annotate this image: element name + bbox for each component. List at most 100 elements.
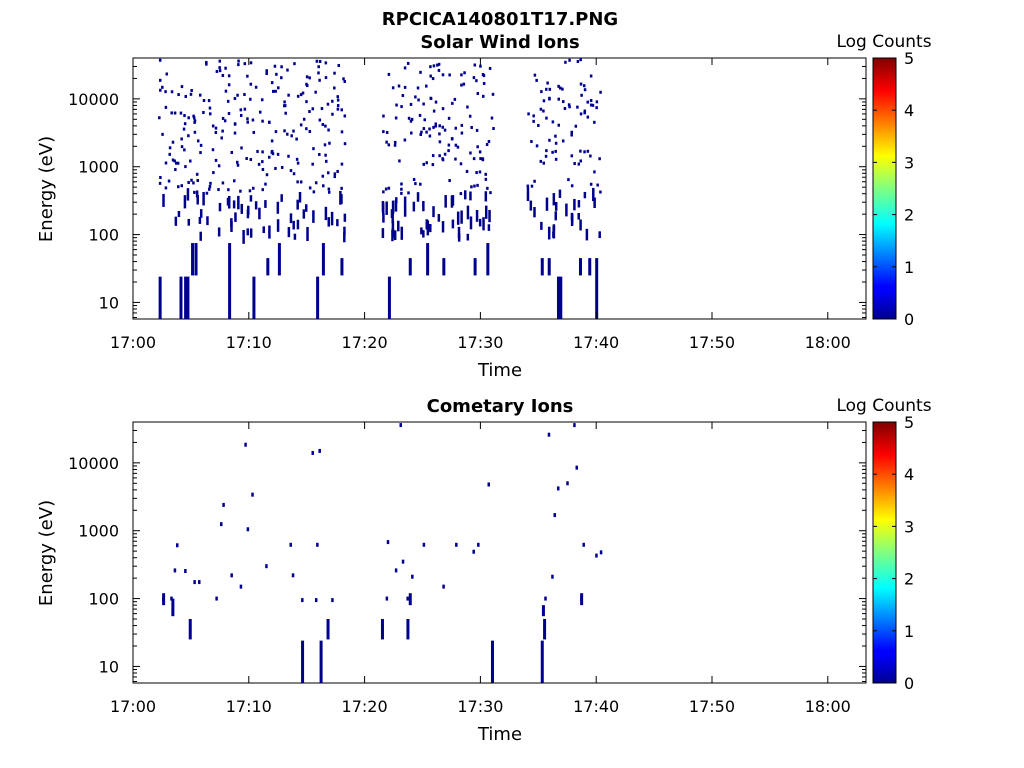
data-cell: [207, 99, 211, 103]
data-cell: [537, 123, 540, 127]
data-cell: [214, 158, 218, 162]
data-cell: [544, 154, 548, 158]
data-cell: [183, 122, 187, 126]
data-cell: [562, 100, 565, 104]
data-cell: [478, 150, 482, 154]
data-cell: [438, 132, 441, 136]
data-streak: [595, 258, 599, 319]
data-cell: [444, 195, 447, 208]
data-cell: [596, 183, 599, 187]
data-cell: [570, 154, 574, 158]
data-cell: [239, 584, 243, 589]
data-cell: [195, 190, 199, 198]
data-cell: [299, 180, 303, 184]
data-cell: [416, 86, 420, 90]
data-cell: [289, 542, 292, 547]
data-cell: [401, 559, 405, 564]
data-cell: [583, 191, 587, 199]
data-cell: [460, 73, 463, 77]
data-cell: [249, 82, 253, 86]
data-cell: [277, 86, 280, 90]
data-cell: [407, 191, 410, 195]
y-tick-label: 10000: [68, 90, 119, 109]
data-cell: [198, 580, 201, 585]
data-cell: [579, 159, 582, 163]
data-cell: [593, 170, 596, 174]
data-cell: [261, 188, 264, 192]
data-cell: [586, 115, 590, 119]
data-cell: [308, 186, 312, 190]
data-cell: [184, 165, 187, 169]
data-cell: [582, 84, 586, 88]
data-cell: [551, 120, 555, 124]
data-cell: [451, 137, 454, 141]
data-cell: [249, 97, 252, 101]
data-cell: [437, 68, 441, 72]
data-cell: [261, 119, 264, 123]
data-cell: [557, 84, 560, 88]
data-cell: [414, 182, 417, 186]
data-cell: [382, 190, 385, 194]
data-cell: [595, 100, 599, 104]
data-cell: [400, 191, 403, 195]
data-cell: [419, 182, 422, 186]
data-cell: [227, 111, 231, 115]
data-cell: [387, 72, 391, 76]
data-cell: [223, 119, 227, 123]
data-cell: [274, 89, 277, 93]
data-cell: [199, 231, 202, 241]
data-cell: [289, 213, 293, 224]
data-cell: [318, 152, 321, 156]
data-cell: [193, 120, 196, 124]
data-cell: [193, 190, 196, 194]
solar-wind-panel: Solar Wind Ions Log Counts 17:00 17:10 17:…: [36, 32, 932, 381]
data-cell: [242, 229, 245, 244]
data-cell: [158, 58, 162, 62]
data-cell: [385, 201, 388, 215]
data-streak: [490, 640, 494, 683]
data-cell: [447, 149, 450, 153]
data-cell: [246, 228, 249, 236]
data-cell: [261, 160, 264, 164]
data-cell: [171, 158, 175, 162]
data-cell: [323, 143, 327, 147]
data-streak: [541, 605, 545, 617]
data-cell: [333, 71, 336, 75]
data-cell: [422, 162, 425, 166]
data-cell: [217, 164, 221, 168]
data-cell: [270, 139, 274, 143]
data-cell: [420, 130, 423, 134]
data-cell: [208, 112, 212, 116]
data-cell: [475, 209, 479, 222]
data-cell: [476, 92, 480, 96]
data-cell: [487, 139, 491, 143]
data-cell: [598, 157, 601, 161]
data-cell: [218, 59, 222, 63]
data-cell: [224, 89, 228, 93]
data-cell: [234, 212, 237, 222]
data-cell: [292, 129, 295, 133]
data-cell: [579, 219, 582, 231]
data-cell: [482, 81, 486, 85]
data-cell: [598, 231, 601, 239]
data-cell: [466, 233, 470, 241]
data-cell: [254, 201, 258, 210]
data-cell: [425, 161, 428, 165]
data-cell: [299, 93, 303, 97]
data-cell: [183, 148, 186, 152]
data-cell: [406, 61, 410, 65]
data-cell: [492, 127, 495, 131]
data-cell: [183, 114, 186, 118]
data-cell: [243, 92, 246, 96]
data-streak: [408, 258, 412, 276]
data-cell: [193, 580, 196, 585]
data-cell: [333, 175, 337, 179]
data-cell: [482, 74, 486, 78]
data-cell: [208, 106, 212, 110]
data-streak: [191, 243, 195, 276]
data-cell: [186, 188, 190, 201]
data-cell: [324, 61, 328, 65]
data-cell: [592, 187, 595, 202]
data-cell: [170, 596, 173, 601]
data-cell: [246, 120, 249, 124]
